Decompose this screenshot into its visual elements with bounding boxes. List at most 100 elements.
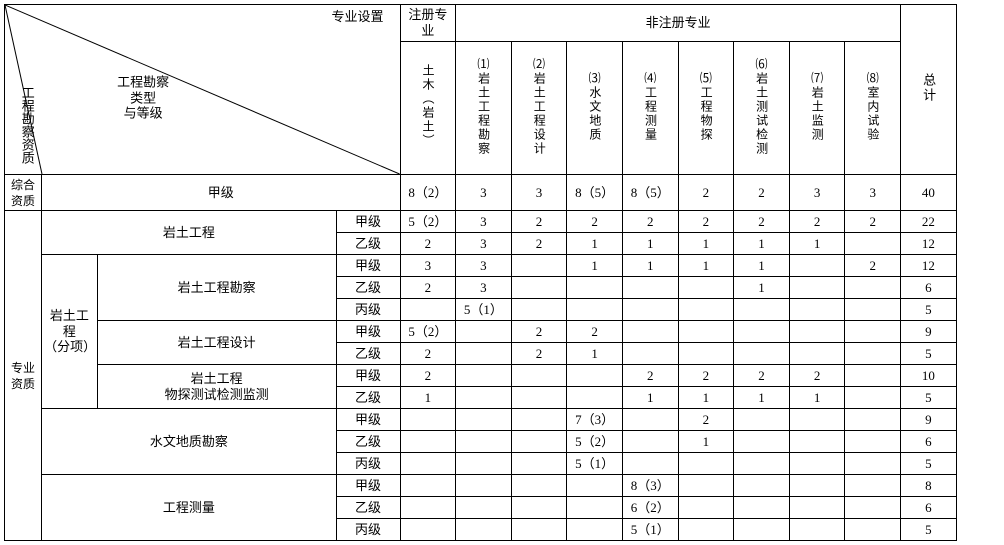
data-cell: [845, 299, 901, 321]
data-cell: 6: [901, 277, 957, 299]
total-header: 总计: [901, 5, 957, 175]
data-cell: [789, 519, 845, 541]
data-cell: 2: [678, 365, 734, 387]
data-cell: [678, 475, 734, 497]
data-cell: [622, 343, 678, 365]
grade-cell: 乙级: [336, 277, 400, 299]
data-cell: 5（1）: [622, 519, 678, 541]
data-cell: [845, 519, 901, 541]
data-cell: [567, 387, 623, 409]
data-cell: [511, 299, 567, 321]
data-cell: 1: [678, 255, 734, 277]
data-cell: [734, 519, 790, 541]
col-5: ⑸ 工程物探: [678, 42, 734, 175]
data-cell: 1: [734, 255, 790, 277]
data-cell: [845, 321, 901, 343]
data-cell: 12: [901, 255, 957, 277]
data-cell: 3: [456, 277, 512, 299]
data-cell: 22: [901, 211, 957, 233]
data-cell: [678, 453, 734, 475]
data-cell: [567, 519, 623, 541]
grade-cell: 丙级: [336, 453, 400, 475]
data-cell: 3: [456, 255, 512, 277]
qualification-table: 专业设置 工程勘察类型与等级 工程勘察资质 注册专业 非注册专业 总计 土木（岩…: [4, 4, 1000, 541]
data-cell: [845, 475, 901, 497]
data-cell: 3: [400, 255, 456, 277]
data-cell: 5（2）: [567, 431, 623, 453]
data-cell: 2: [400, 233, 456, 255]
subcategory-cell: 岩土工程设计: [97, 321, 336, 365]
data-cell: 2: [511, 321, 567, 343]
data-cell: 2: [511, 343, 567, 365]
data-cell: 5: [901, 299, 957, 321]
data-cell: 9: [901, 321, 957, 343]
data-cell: [734, 453, 790, 475]
table-row: 专业资质 岩土工程 甲级 5（2） 3 2 2 2 2 2 2 2 22: [5, 211, 1000, 233]
data-cell: [567, 277, 623, 299]
grade-cell: 丙级: [336, 519, 400, 541]
data-cell: [400, 475, 456, 497]
data-cell: 6: [901, 431, 957, 453]
data-cell: [845, 387, 901, 409]
data-cell: 3: [789, 175, 845, 211]
data-cell: [456, 321, 512, 343]
data-cell: 40: [901, 175, 957, 211]
data-cell: [400, 497, 456, 519]
data-cell: 2: [678, 211, 734, 233]
data-cell: 5: [901, 343, 957, 365]
data-cell: [567, 365, 623, 387]
data-cell: 8: [901, 475, 957, 497]
category-cell: 岩土工程 （分项）: [42, 255, 98, 409]
data-cell: 2: [567, 211, 623, 233]
grade-cell: 甲级: [336, 475, 400, 497]
grade-cell: 甲级: [336, 211, 400, 233]
data-cell: [511, 453, 567, 475]
data-cell: 1: [622, 387, 678, 409]
data-cell: [456, 519, 512, 541]
data-cell: [456, 475, 512, 497]
category-cell: 水文地质勘察: [42, 409, 337, 475]
data-cell: 1: [622, 233, 678, 255]
data-cell: 2: [845, 211, 901, 233]
data-cell: [511, 431, 567, 453]
data-cell: 1: [789, 233, 845, 255]
data-cell: 2: [734, 175, 790, 211]
data-cell: [789, 475, 845, 497]
grade-cell: 甲级: [336, 255, 400, 277]
data-cell: [678, 519, 734, 541]
data-cell: 1: [734, 233, 790, 255]
category-cell: 岩土工程: [42, 211, 337, 255]
data-cell: [456, 497, 512, 519]
grade-cell: 乙级: [336, 343, 400, 365]
data-cell: [622, 277, 678, 299]
data-cell: 1: [734, 277, 790, 299]
data-cell: [622, 409, 678, 431]
grade-cell: 乙级: [336, 431, 400, 453]
diag-top-label: 专业设置: [332, 9, 384, 25]
data-cell: 3: [456, 233, 512, 255]
col-8: ⑻ 室内试验: [845, 42, 901, 175]
data-cell: 2: [734, 211, 790, 233]
data-cell: 2: [678, 409, 734, 431]
data-cell: [845, 277, 901, 299]
data-cell: [789, 409, 845, 431]
data-cell: [789, 453, 845, 475]
nonreg-major-header: 非注册专业: [456, 5, 901, 42]
data-cell: [511, 255, 567, 277]
table-row: 岩土工程 物探测试检测监测 甲级 2 2 2 2 2 10: [5, 365, 1000, 387]
data-cell: 2: [622, 211, 678, 233]
col-6: ⑹ 岩土测试检测: [734, 42, 790, 175]
data-cell: [511, 519, 567, 541]
data-cell: [622, 321, 678, 343]
data-cell: 2: [400, 365, 456, 387]
data-cell: 2: [400, 277, 456, 299]
data-cell: [678, 343, 734, 365]
data-cell: [734, 497, 790, 519]
table-row: 工程测量 甲级 8（3） 8: [5, 475, 1000, 497]
grade-cell: 甲级: [336, 409, 400, 431]
data-cell: 5: [901, 519, 957, 541]
data-cell: 12: [901, 233, 957, 255]
grade-cell: 丙级: [336, 299, 400, 321]
grade-cell: 乙级: [336, 497, 400, 519]
col-3: ⑶ 水文地质: [567, 42, 623, 175]
